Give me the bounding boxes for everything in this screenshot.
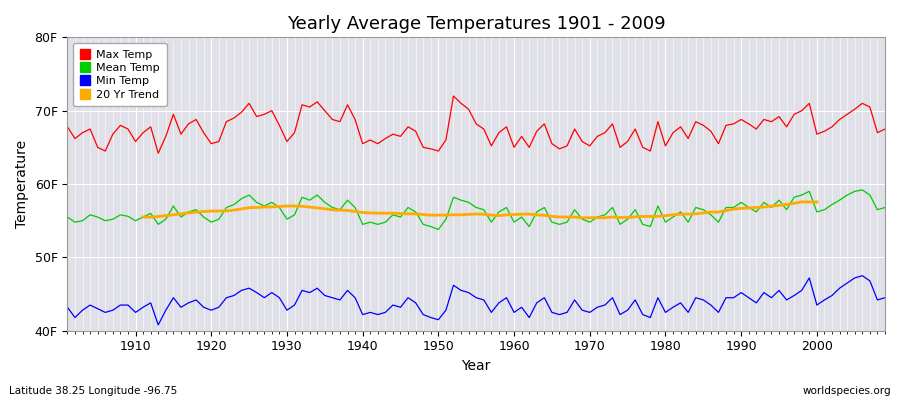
Text: worldspecies.org: worldspecies.org — [803, 386, 891, 396]
Max Temp — [153, 151, 164, 156]
Y-axis label: Temperature: Temperature — [15, 140, 29, 228]
Line: Min Temp: Min Temp — [68, 276, 885, 325]
20 Yr Trend — [335, 208, 346, 212]
Max Temp — [297, 102, 308, 107]
Line: Mean Temp: Mean Temp — [68, 190, 885, 230]
Line: 20 Yr Trend: 20 Yr Trend — [143, 202, 817, 218]
Min Temp — [508, 310, 519, 315]
Mean Temp — [289, 212, 300, 217]
Title: Yearly Average Temperatures 1901 - 2009: Yearly Average Temperatures 1901 - 2009 — [287, 15, 665, 33]
Text: Latitude 38.25 Longitude -96.75: Latitude 38.25 Longitude -96.75 — [9, 386, 177, 396]
Max Temp — [448, 94, 459, 98]
20 Yr Trend — [501, 212, 512, 217]
Min Temp — [879, 295, 890, 300]
Min Temp — [342, 288, 353, 293]
Max Temp — [342, 102, 353, 107]
Min Temp — [517, 305, 527, 310]
Mean Temp — [433, 227, 444, 232]
Min Temp — [857, 273, 868, 278]
Mean Temp — [517, 215, 527, 220]
Max Temp — [615, 145, 626, 150]
Mean Temp — [879, 205, 890, 210]
Min Temp — [608, 295, 618, 300]
Min Temp — [153, 322, 164, 327]
Mean Temp — [608, 205, 618, 210]
X-axis label: Year: Year — [462, 359, 490, 373]
Min Temp — [122, 303, 133, 308]
Min Temp — [62, 305, 73, 310]
Max Temp — [879, 127, 890, 132]
20 Yr Trend — [289, 204, 300, 208]
20 Yr Trend — [508, 212, 519, 217]
Max Temp — [524, 145, 535, 150]
Max Temp — [517, 134, 527, 139]
Mean Temp — [335, 207, 346, 212]
Legend: Max Temp, Mean Temp, Min Temp, 20 Yr Trend: Max Temp, Mean Temp, Min Temp, 20 Yr Tre… — [73, 43, 166, 106]
Mean Temp — [508, 220, 519, 224]
Min Temp — [297, 288, 308, 293]
Max Temp — [62, 124, 73, 129]
20 Yr Trend — [599, 215, 610, 220]
Mean Temp — [857, 188, 868, 192]
Mean Temp — [122, 214, 133, 219]
Line: Max Temp: Max Temp — [68, 96, 885, 153]
Mean Temp — [62, 215, 73, 220]
Max Temp — [122, 127, 133, 132]
